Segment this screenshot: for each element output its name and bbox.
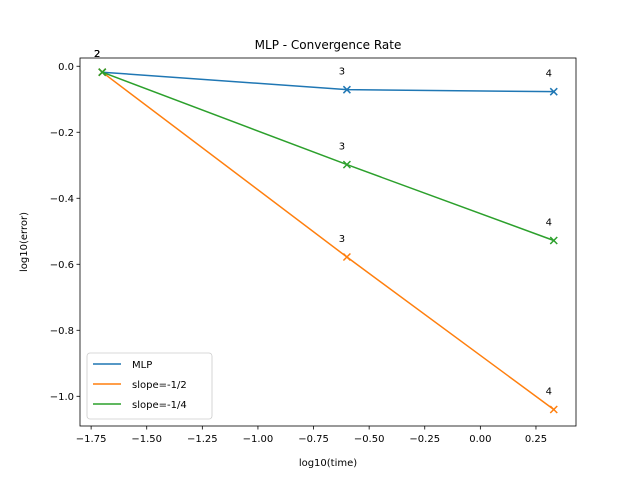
y-tick-label: −1.0	[50, 392, 74, 403]
x-marker-stroke	[549, 236, 558, 245]
x-tick-label: −0.25	[409, 434, 440, 445]
x-marker-stroke	[549, 405, 558, 414]
x-tick-label: −0.50	[354, 434, 385, 445]
y-tick-label: 0.0	[58, 62, 74, 73]
x-marker-stroke	[342, 252, 351, 262]
point-label: 3	[339, 234, 345, 245]
x-tick-label: −1.00	[243, 434, 274, 445]
y-tick-label: −0.8	[50, 326, 74, 337]
legend-label: MLP	[132, 360, 152, 371]
point-label: 3	[339, 67, 345, 78]
point-label: 4	[546, 218, 552, 229]
series-2-point	[98, 68, 107, 77]
x-marker-stroke	[342, 160, 351, 169]
x-axis-ticks: −1.75 −1.50 −1.25 −1.00 −0.75 −0.50 −0.25 0.00 0…	[76, 426, 547, 445]
chart-title: MLP - Convergence Rate	[255, 38, 402, 52]
point-label: 4	[546, 386, 552, 397]
point-label: 4	[546, 69, 552, 80]
legend-label: slope=-1/2	[132, 380, 187, 391]
y-axis-ticks: 0.0 −0.2 −0.4 −0.6 −0.8 −1.0	[50, 62, 80, 403]
x-tick-label: 0.00	[469, 434, 491, 445]
x-tick-label: −1.50	[131, 434, 162, 445]
x-axis-label: log10(time)	[299, 458, 357, 469]
x-tick-label: 0.25	[525, 434, 547, 445]
x-tick-label: −1.75	[76, 434, 107, 445]
y-axis-label: log10(error)	[19, 212, 30, 272]
series-line-0	[102, 71, 554, 93]
y-tick-label: −0.6	[50, 260, 74, 271]
y-tick-label: −0.4	[50, 194, 74, 205]
y-tick-label: −0.2	[50, 128, 74, 139]
legend: MLP slope=-1/2 slope=-1/4	[86, 352, 213, 420]
series-0-point	[342, 85, 351, 94]
series-2-point	[549, 236, 558, 245]
plot-frame	[79, 57, 577, 427]
series-1-point	[342, 252, 351, 262]
series-2-point	[342, 160, 351, 169]
x-marker-stroke	[98, 68, 107, 77]
point-label: 3	[339, 142, 345, 153]
point-label: 2	[94, 49, 100, 60]
series-0-point	[549, 87, 558, 96]
point-label: 2	[94, 49, 100, 60]
legend-box	[86, 352, 213, 420]
point-label: 2	[94, 49, 100, 60]
series-line-2	[101, 71, 555, 242]
x-marker-stroke	[342, 85, 351, 94]
series-1-point	[549, 405, 558, 414]
x-tick-label: −1.25	[187, 434, 218, 445]
x-tick-label: −0.75	[298, 434, 329, 445]
x-marker-stroke	[549, 87, 558, 96]
legend-label: slope=-1/4	[132, 400, 187, 411]
